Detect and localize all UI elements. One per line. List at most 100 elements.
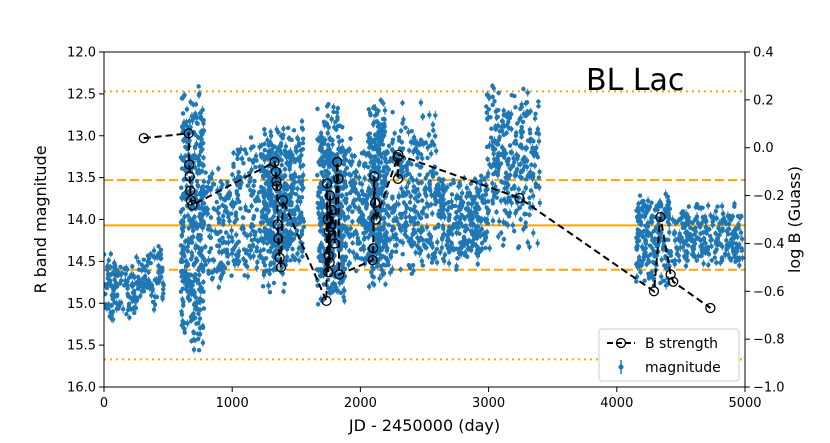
magnitude-point: [208, 235, 214, 240]
magnitude-point: [320, 245, 325, 250]
magnitude-point: [404, 223, 410, 228]
magnitude-point: [229, 211, 234, 216]
magnitude-point: [291, 217, 296, 222]
magnitude-point: [134, 255, 139, 260]
magnitude-point: [380, 253, 385, 259]
magnitude-point: [124, 311, 129, 317]
magnitude-point: [148, 251, 153, 257]
magnitude-point: [274, 167, 279, 173]
magnitude-point: [262, 157, 267, 163]
magnitude-point: [215, 243, 220, 249]
magnitude-point: [211, 258, 217, 263]
magnitude-point: [156, 251, 161, 257]
magnitude-point: [105, 267, 110, 273]
magnitude-point: [250, 243, 256, 249]
magnitude-series: [104, 83, 745, 354]
magnitude-point: [293, 191, 299, 197]
magnitude-point: [234, 191, 240, 196]
magnitude-point: [289, 232, 294, 238]
magnitude-point: [127, 295, 133, 300]
magnitude-point: [359, 188, 365, 194]
magnitude-point: [191, 292, 196, 297]
magnitude-point: [141, 289, 147, 294]
magnitude-point: [128, 272, 134, 278]
magnitude-point: [201, 128, 207, 133]
magnitude-point: [243, 207, 249, 213]
magnitude-point: [342, 152, 348, 157]
magnitude-point: [208, 228, 214, 233]
magnitude-point: [420, 114, 426, 119]
magnitude-point: [404, 185, 409, 190]
magnitude-point: [127, 315, 132, 320]
magnitude-point: [377, 169, 382, 174]
magnitude-point: [117, 301, 122, 307]
magnitude-point: [161, 291, 166, 296]
magnitude-point: [231, 161, 236, 167]
magnitude-point: [382, 121, 387, 127]
magnitude-point: [428, 151, 434, 156]
magnitude-point: [242, 261, 248, 267]
magnitude-point: [185, 289, 191, 294]
magnitude-point: [106, 273, 111, 278]
magnitude-point: [298, 164, 303, 169]
magnitude-point: [265, 179, 271, 184]
magnitude-point: [381, 168, 386, 174]
magnitude-point: [338, 148, 343, 153]
magnitude-point: [262, 131, 268, 137]
magnitude-point: [254, 245, 260, 250]
magnitude-point: [399, 148, 404, 153]
magnitude-point: [253, 164, 258, 170]
magnitude-point: [261, 259, 266, 265]
magnitude-point: [410, 263, 416, 268]
magnitude-point: [262, 195, 267, 200]
magnitude-point: [387, 206, 393, 211]
magnitude-point: [231, 258, 236, 264]
magnitude-point: [250, 191, 256, 196]
magnitude-point: [188, 99, 193, 105]
magnitude-point: [405, 205, 410, 211]
magnitude-point: [230, 238, 235, 244]
magnitude-point: [315, 137, 320, 142]
magnitude-point: [315, 200, 320, 206]
magnitude-point: [290, 182, 295, 187]
magnitude-point: [195, 169, 200, 174]
magnitude-point: [296, 175, 302, 180]
magnitude-point: [284, 254, 290, 260]
magnitude-point: [226, 215, 231, 220]
magnitude-point: [426, 132, 432, 138]
magnitude-point: [330, 142, 335, 147]
magnitude-point: [134, 298, 140, 303]
magnitude-point: [289, 188, 295, 194]
magnitude-point: [412, 196, 418, 201]
magnitude-point: [359, 150, 365, 156]
magnitude-point: [407, 161, 413, 166]
magnitude-point: [292, 159, 298, 165]
magnitude-point: [139, 282, 144, 288]
magnitude-point: [381, 101, 386, 106]
magnitude-point: [146, 278, 151, 283]
magnitude-point: [206, 223, 212, 229]
magnitude-point: [393, 249, 399, 254]
magnitude-point: [194, 141, 199, 147]
magnitude-point: [220, 235, 225, 241]
magnitude-point: [223, 205, 229, 210]
magnitude-point: [151, 307, 157, 312]
magnitude-point: [284, 246, 290, 252]
magnitude-point: [119, 271, 125, 276]
magnitude-point: [363, 229, 369, 234]
magnitude-point: [244, 151, 249, 156]
magnitude-point: [384, 171, 389, 176]
magnitude-point: [287, 167, 292, 172]
magnitude-point: [196, 311, 201, 316]
magnitude-point: [415, 199, 421, 204]
magnitude-point: [357, 175, 362, 180]
magnitude-point: [410, 231, 415, 237]
magnitude-point: [138, 293, 143, 299]
magnitude-point: [262, 200, 267, 206]
magnitude-point: [217, 238, 222, 243]
magnitude-point: [299, 179, 305, 184]
magnitude-point: [347, 204, 353, 210]
magnitude-point: [216, 284, 222, 290]
magnitude-point: [412, 204, 417, 209]
magnitude-point: [135, 286, 141, 291]
